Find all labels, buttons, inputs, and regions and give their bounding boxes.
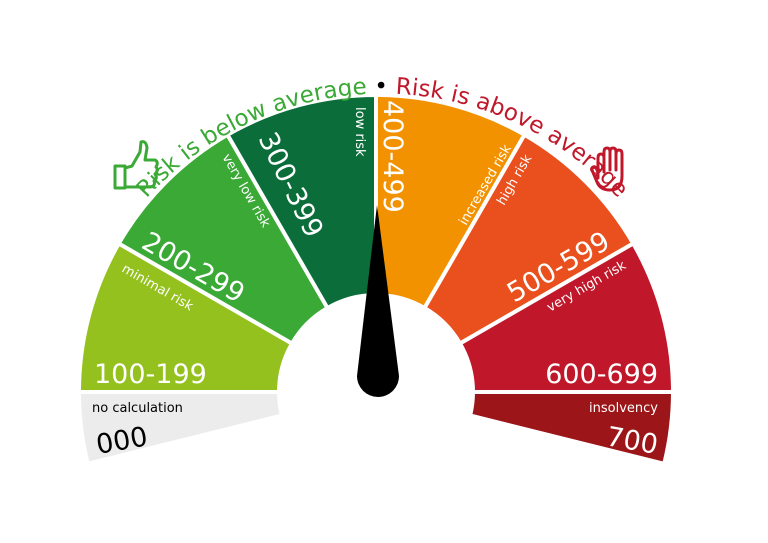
category-label-insolvency: insolvency [589, 401, 658, 416]
segment-700 [468, 390, 675, 466]
thumbs-up-icon [113, 140, 159, 190]
range-label-100-199: 100-199 [94, 359, 207, 390]
category-label-no-calculation: no calculation [92, 401, 183, 416]
range-label-400-499: 400-499 [377, 100, 408, 213]
category-label-low-risk: low risk [352, 107, 367, 157]
stop-hand-icon [590, 146, 624, 192]
separator-dot: • [374, 74, 388, 100]
gauge-needle [357, 205, 399, 397]
range-label-600-699: 600-699 [545, 359, 658, 390]
